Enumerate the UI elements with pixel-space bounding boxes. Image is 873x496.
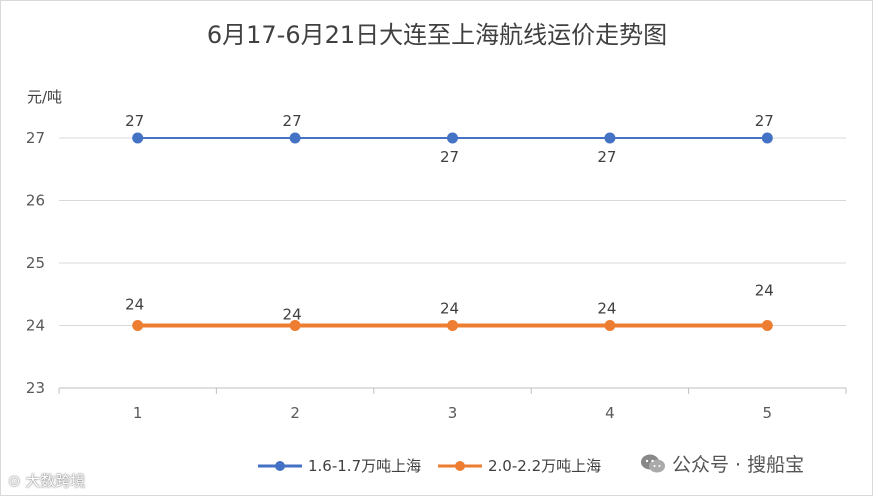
data-label: 24 bbox=[125, 296, 144, 314]
x-tick-label: 3 bbox=[448, 404, 458, 422]
y-tick-label: 27 bbox=[26, 129, 45, 147]
data-point bbox=[447, 320, 458, 331]
x-tick-labels: 1 2 3 4 5 bbox=[133, 404, 772, 422]
y-tick-label: 23 bbox=[26, 379, 45, 397]
series-group: 27 27 27 27 27 24 24 24 24 24 bbox=[125, 112, 774, 331]
data-point bbox=[604, 320, 616, 331]
x-tick-label: 2 bbox=[290, 404, 300, 422]
watermark-left-text: 大数跨境 bbox=[25, 472, 86, 490]
data-label: 27 bbox=[597, 148, 616, 166]
data-label: 24 bbox=[283, 306, 302, 324]
chart-title: 6月17-6月21日大连至上海航线运价走势图 bbox=[207, 21, 667, 49]
watermark-left: ⊙ 大数跨境 bbox=[8, 470, 85, 491]
wechat-channels-icon: ⊙ bbox=[8, 472, 21, 490]
legend-swatch-marker bbox=[455, 461, 465, 471]
data-label: 24 bbox=[440, 300, 459, 318]
watermark-right: 公众号 · 搜船宝 bbox=[640, 450, 804, 477]
data-point bbox=[132, 132, 144, 144]
data-label: 27 bbox=[283, 112, 302, 130]
legend-swatch-marker bbox=[275, 461, 285, 471]
watermark-right-text: 公众号 · 搜船宝 bbox=[672, 454, 805, 476]
data-point bbox=[132, 320, 144, 331]
wechat-icon bbox=[641, 454, 665, 472]
y-tick-labels: 23 24 25 26 27 bbox=[26, 129, 45, 397]
legend-entry: 1.6-1.7万吨上海 bbox=[308, 457, 421, 475]
data-point bbox=[761, 320, 773, 331]
data-point bbox=[289, 320, 301, 331]
data-label: 27 bbox=[125, 112, 144, 130]
y-tick-label: 25 bbox=[26, 254, 45, 272]
x-tick-label: 4 bbox=[605, 404, 615, 422]
y-axis-label: 元/吨 bbox=[27, 88, 62, 106]
x-tick-label: 1 bbox=[133, 404, 143, 422]
data-label: 27 bbox=[755, 112, 774, 130]
data-point bbox=[447, 132, 458, 144]
x-tick-label: 5 bbox=[763, 404, 773, 422]
legend: 1.6-1.7万吨上海 2.0-2.2万吨上海 bbox=[258, 457, 601, 475]
legend-entry: 2.0-2.2万吨上海 bbox=[488, 457, 601, 475]
data-label: 24 bbox=[597, 300, 616, 318]
data-label: 27 bbox=[440, 148, 459, 166]
data-point bbox=[761, 132, 773, 144]
y-tick-label: 24 bbox=[26, 317, 45, 335]
data-point bbox=[604, 132, 616, 144]
data-label: 24 bbox=[755, 282, 774, 300]
data-point bbox=[289, 132, 301, 144]
gridlines bbox=[58, 137, 847, 394]
y-tick-label: 26 bbox=[26, 192, 45, 210]
